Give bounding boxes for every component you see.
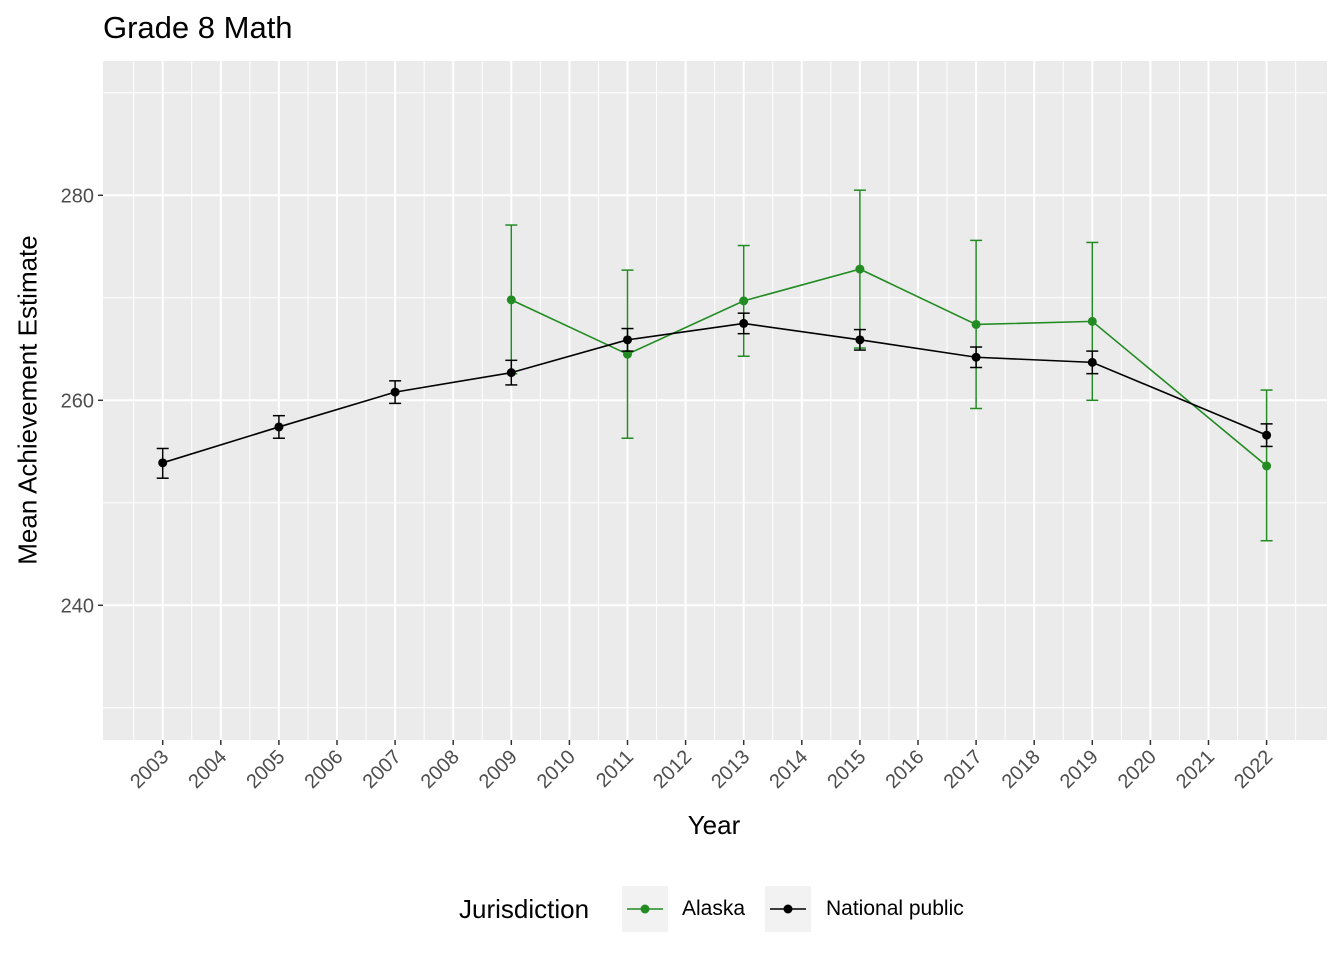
data-point-national-public <box>623 335 632 345</box>
legend-label-national-public: National public <box>826 897 964 920</box>
data-point-national-public <box>1087 357 1097 367</box>
data-point-national-public <box>739 318 749 328</box>
chart-title: Grade 8 Math <box>103 10 293 45</box>
y-tick-label: 260 <box>61 390 94 412</box>
x-axis-label: Year <box>687 810 741 840</box>
y-tick-label: 280 <box>61 185 94 207</box>
data-point-alaska <box>739 296 749 306</box>
legend-key-point-national-public <box>783 904 793 914</box>
data-point-national-public <box>971 352 981 362</box>
x-tick-label: 2021 <box>1172 746 1219 793</box>
legend-label-alaska: Alaska <box>682 897 746 920</box>
data-point-alaska <box>506 295 516 305</box>
x-tick-label: 2004 <box>184 746 231 793</box>
legend-title: Jurisdiction <box>459 894 590 924</box>
x-tick-label: 2006 <box>301 746 348 793</box>
data-point-alaska <box>623 349 632 359</box>
x-tick-label: 2010 <box>533 746 580 793</box>
data-point-alaska <box>971 319 981 329</box>
data-point-national-public <box>855 335 865 345</box>
x-tick-label: 2012 <box>649 746 696 793</box>
x-tick-label: 2014 <box>765 746 812 793</box>
x-tick-label: 2003 <box>126 746 173 793</box>
data-point-national-public <box>390 387 400 397</box>
y-axis-label: Mean Achievement Estimate <box>12 235 43 565</box>
data-point-alaska <box>1087 316 1097 326</box>
data-point-national-public <box>1262 430 1272 440</box>
series-line-national-public <box>162 322 1267 464</box>
x-tick-label: 2015 <box>823 746 870 793</box>
x-tick-label: 2008 <box>417 746 464 793</box>
data-point-national-public <box>158 458 168 468</box>
x-tick-label: 2022 <box>1230 746 1277 793</box>
x-tick-label: 2018 <box>998 746 1045 793</box>
x-tick-label: 2019 <box>1056 746 1103 793</box>
x-tick-label: 2020 <box>1114 746 1161 793</box>
x-tick-label: 2017 <box>940 746 987 793</box>
data-point-national-public <box>506 368 516 378</box>
x-tick-label: 2016 <box>882 746 929 793</box>
legend-key-point-alaska <box>640 904 650 914</box>
data-point-national-public <box>274 422 284 432</box>
data-point-alaska <box>855 264 865 274</box>
x-tick-label: 2011 <box>592 746 638 792</box>
data-point-alaska <box>1262 461 1272 471</box>
x-tick-label: 2009 <box>475 746 522 793</box>
x-tick-label: 2005 <box>242 746 289 793</box>
y-tick-label: 240 <box>61 595 94 617</box>
x-tick-label: 2007 <box>359 746 406 793</box>
x-tick-label: 2013 <box>707 746 754 793</box>
